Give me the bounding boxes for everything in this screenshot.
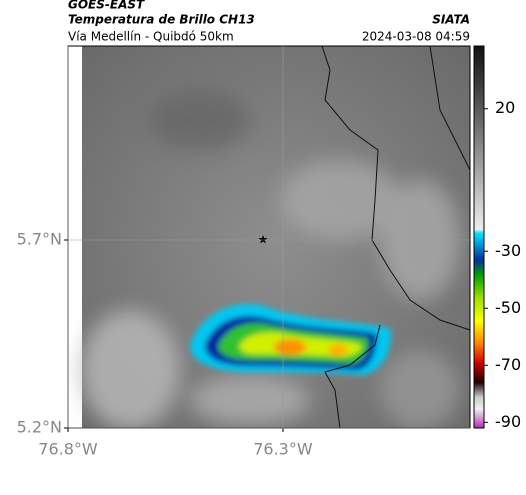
- title: GOES-EAST: [68, 0, 145, 12]
- region: Vía Medellín - Quibdó 50km: [68, 30, 234, 44]
- location-marker: ★: [258, 233, 269, 247]
- x-tick-label: 76.3°W: [253, 440, 313, 459]
- x-tick-label: 76.8°W: [38, 440, 98, 459]
- colorbar-tick-label: -30: [495, 241, 521, 260]
- colorbar-tick-label: 20: [495, 98, 515, 117]
- colorbar: [473, 45, 485, 429]
- map-image: [80, 46, 470, 428]
- subtitle: Temperatura de Brillo CH13: [68, 13, 255, 27]
- colorbar-tick-label: -90: [495, 412, 521, 431]
- y-tick-label: 5.7°N: [17, 230, 62, 249]
- y-tick-label: 5.2°N: [17, 418, 62, 437]
- colorbar-tick-label: -50: [495, 298, 521, 317]
- source: SIATA: [432, 13, 470, 27]
- datetime: 2024-03-08 04:59: [362, 30, 470, 44]
- colorbar-tick-label: -70: [495, 355, 521, 374]
